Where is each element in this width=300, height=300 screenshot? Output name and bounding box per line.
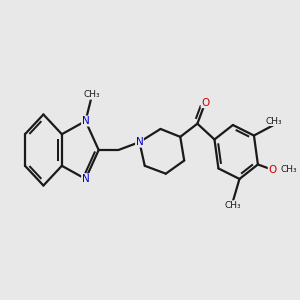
Text: CH₃: CH₃ — [266, 117, 282, 126]
Text: N: N — [82, 116, 89, 126]
Text: CH₃: CH₃ — [280, 165, 297, 174]
Text: CH₃: CH₃ — [225, 201, 241, 210]
Text: O: O — [201, 98, 209, 108]
Text: CH₃: CH₃ — [84, 90, 100, 99]
Text: N: N — [136, 137, 143, 147]
Text: N: N — [82, 174, 89, 184]
Text: O: O — [268, 165, 277, 175]
